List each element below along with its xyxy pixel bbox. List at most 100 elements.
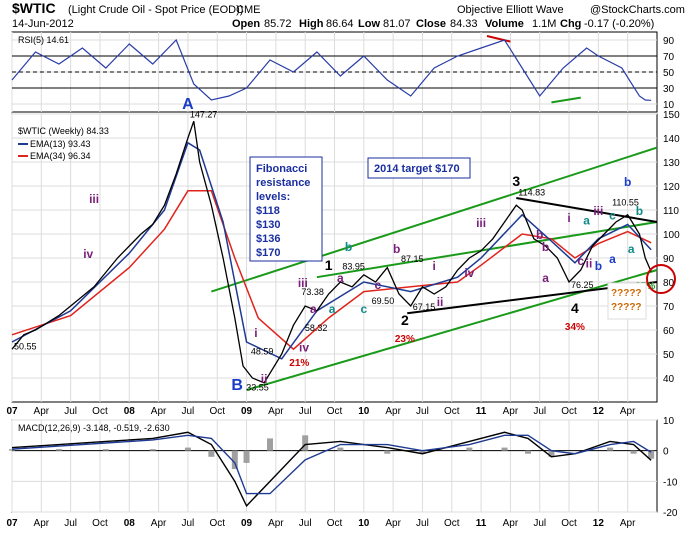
price-x-tick-5: Apr (151, 406, 167, 417)
price-label-5: 58.32 (305, 323, 328, 333)
open-label: Open (232, 18, 260, 30)
macd-hist-bar-2 (102, 449, 109, 451)
price-x-tick-21: Apr (620, 406, 636, 417)
wave-label-12: a (310, 302, 317, 316)
price-x-tick-14: Jul (416, 406, 429, 417)
wave-label-33: a (583, 213, 590, 227)
wave-label-23: iii (593, 204, 603, 218)
copyright-label: @StockCharts.com (590, 4, 685, 16)
wave-label-10: iii (298, 276, 308, 290)
rsi-y-tick-0: 10 (663, 100, 675, 111)
price-x-tick-11: Oct (327, 406, 343, 417)
macd-hist-bar-0 (9, 449, 15, 451)
fib-line-2: levels: (256, 191, 290, 203)
price-y-tick-8: 120 (663, 182, 680, 193)
macd-hist-bar-15 (525, 450, 531, 454)
target-callout: 2014 target $170 (367, 157, 471, 179)
macd-y-tick-2: 0 (663, 447, 669, 458)
price-y-tick-11: 150 (663, 110, 680, 121)
price-x-tick-15: Oct (444, 406, 460, 417)
price-x-tick-10: Jul (299, 406, 312, 417)
macd-hist-bar-7 (243, 450, 250, 463)
macd-x-tick-19: Oct (561, 518, 577, 529)
fib-line-0: Fibonacci (256, 163, 307, 175)
macd-hist-bar-6 (231, 450, 238, 470)
macd-y-tick-1: -10 (663, 477, 678, 488)
wave-label-13: a (337, 271, 344, 285)
chg-value: -0.17 (-0.20%) (584, 18, 654, 30)
ema13-line (11, 141, 652, 360)
triangle-upper-line (516, 197, 658, 223)
wave-label-9: ii (261, 372, 268, 386)
question-callout: ????? ????? (607, 282, 647, 320)
low-value: 81.07 (383, 18, 411, 30)
price-y-tick-10: 140 (663, 134, 680, 145)
wave-label-6: iii (89, 192, 99, 206)
wave-label-18: iv (464, 266, 474, 280)
fib-line-3: $118 (256, 205, 280, 217)
macd-hist-bar-9 (302, 435, 309, 451)
macd-x-tick-16: 11 (476, 518, 487, 529)
wave-label-22: i (567, 211, 570, 225)
ema13-legend: EMA(13) 93.43 (30, 139, 91, 149)
wave-label-15: i (433, 259, 436, 273)
chart-description: (Light Crude Oil - Spot Price (EOD)) (68, 4, 243, 16)
high-value: 86.64 (326, 18, 354, 30)
price-x-tick-0: 07 (6, 406, 18, 417)
macd-x-tick-5: Apr (151, 518, 167, 529)
macd-x-tick-2: Jul (64, 518, 77, 529)
macd-hist-bar-14 (501, 447, 508, 451)
chart-symbol: $WTIC (12, 0, 56, 16)
ema34-line (11, 190, 652, 351)
percent-label-2: 34% (565, 322, 585, 333)
price-label-6: 83.95 (342, 262, 365, 272)
wave-label-25: b (595, 259, 602, 273)
chart-exchange: CME (236, 4, 260, 16)
close-label: Close (416, 18, 446, 30)
current-price-marker (646, 264, 676, 294)
macd-x-tick-21: Apr (620, 518, 636, 529)
wave-label-28: a (329, 302, 336, 316)
wave-label-29: b (345, 240, 352, 254)
macd-x-tick-20: 12 (593, 518, 605, 529)
axis-layer: 1030507090405060708090100110120130140150… (6, 36, 680, 529)
macd-hist-bar-20 (648, 450, 655, 459)
price-y-tick-6: 100 (663, 230, 680, 241)
price-x-tick-17: Apr (503, 406, 519, 417)
high-label: High (299, 18, 324, 30)
percent-label-0: 21% (289, 358, 309, 369)
rsi-y-tick-3: 70 (663, 52, 675, 63)
wave-label-30: c (360, 302, 367, 316)
low-label: Low (358, 18, 380, 30)
price-x-tick-8: 09 (241, 406, 253, 417)
wave-label-16: ii (437, 295, 444, 309)
volume-value: 1.1M (532, 18, 556, 30)
price-x-tick-7: Oct (209, 406, 225, 417)
macd-hist-bar-19 (630, 450, 637, 454)
fib-line-4: $130 (256, 219, 280, 231)
wave-label-36: a (628, 242, 635, 256)
macd-legend: MACD(12,26,9) -3.148, -0.519, -2.630 (18, 423, 170, 433)
macd-x-tick-15: Oct (444, 518, 460, 529)
macd-hist-bar-12 (419, 450, 426, 454)
percent-label-1: 23% (395, 334, 415, 345)
macd-hist-bar-16 (548, 450, 555, 457)
question-line-0: ????? (611, 288, 642, 299)
price-line (11, 120, 652, 384)
macd-x-tick-7: Oct (209, 518, 225, 529)
rsi-y-tick-1: 30 (663, 84, 675, 95)
rsi-red-trendline (486, 35, 511, 43)
price-label-8: 87.15 (401, 254, 424, 264)
wave-label-17: iii (476, 216, 486, 230)
price-x-tick-9: Apr (268, 406, 284, 417)
price-x-tick-13: Apr (385, 406, 401, 417)
wave-label-3: 2 (401, 312, 409, 328)
macd-x-tick-14: Jul (416, 518, 429, 529)
source-label: Objective Elliott Wave (457, 4, 564, 16)
price-x-tick-18: Jul (533, 406, 546, 417)
macd-y-tick-3: 10 (663, 416, 675, 427)
wave-label-11: iv (299, 341, 309, 355)
macd-hist-bar-8 (267, 438, 273, 451)
price-x-tick-16: 11 (476, 406, 487, 417)
price-label-7: 69.50 (372, 296, 395, 306)
